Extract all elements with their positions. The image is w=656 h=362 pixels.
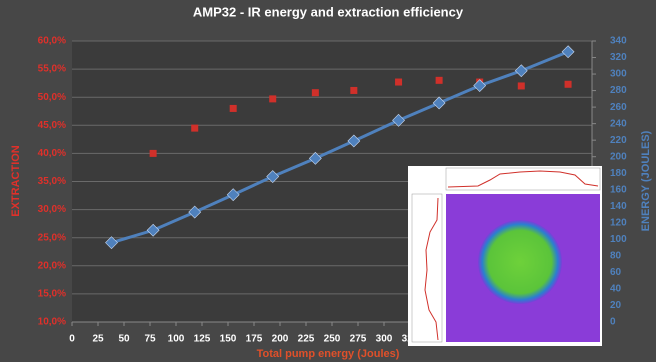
data-point xyxy=(350,87,357,94)
data-point xyxy=(230,105,237,112)
y2-tick-label: 340 xyxy=(610,36,627,47)
x-tick-label: 0 xyxy=(69,334,75,345)
y2-tick-label: 240 xyxy=(610,118,627,129)
data-point xyxy=(150,150,157,157)
x-tick-label: 175 xyxy=(246,334,263,345)
y-tick-label: 60,0% xyxy=(38,36,66,47)
data-point xyxy=(312,89,319,96)
y2-tick-label: 20 xyxy=(610,300,622,311)
x-tick-label: 200 xyxy=(272,334,289,345)
inset-beam xyxy=(478,220,562,304)
x-tick-label: 250 xyxy=(324,334,341,345)
chart-title: AMP32 - IR energy and extraction efficie… xyxy=(193,4,464,19)
y2-tick-label: 40 xyxy=(610,284,622,295)
y-axis-title: EXTRACTION xyxy=(10,145,22,217)
x-tick-label: 150 xyxy=(220,334,237,345)
y2-tick-label: 160 xyxy=(610,184,627,195)
y2-tick-label: 0 xyxy=(610,317,616,328)
data-point xyxy=(436,77,443,84)
x-tick-label: 275 xyxy=(350,334,367,345)
y2-tick-label: 200 xyxy=(610,151,627,162)
x-tick-label: 125 xyxy=(194,334,211,345)
y-tick-label: 25,0% xyxy=(38,232,66,243)
y2-tick-label: 280 xyxy=(610,85,627,96)
data-point xyxy=(518,82,525,89)
y2-tick-label: 300 xyxy=(610,69,627,80)
x-tick-label: 100 xyxy=(168,334,185,345)
y-tick-label: 40,0% xyxy=(38,148,66,159)
data-point xyxy=(395,79,402,86)
x-tick-label: 50 xyxy=(118,334,130,345)
y-tick-label: 55,0% xyxy=(38,64,66,75)
y-tick-label: 15,0% xyxy=(38,289,66,300)
y2-tick-label: 220 xyxy=(610,135,627,146)
y-tick-label: 45,0% xyxy=(38,120,66,131)
y2-tick-label: 60 xyxy=(610,267,622,278)
y2-tick-label: 80 xyxy=(610,251,622,262)
x-axis-title: Total pump energy (Joules) xyxy=(257,348,400,360)
x-tick-label: 300 xyxy=(376,334,393,345)
page: AMP32 - IR energy and extraction efficie… xyxy=(0,0,656,362)
y2-tick-label: 120 xyxy=(610,217,627,228)
y-tick-label: 20,0% xyxy=(38,260,66,271)
y-tick-label: 30,0% xyxy=(38,204,66,215)
y-tick-label: 10,0% xyxy=(38,317,66,328)
y2-axis-title: ENERGY (JOULES) xyxy=(640,130,652,231)
y-tick-label: 35,0% xyxy=(38,176,66,187)
x-tick-label: 75 xyxy=(144,334,156,345)
x-tick-label: 25 xyxy=(92,334,104,345)
x-tick-label: 225 xyxy=(298,334,315,345)
inset-beam-profile xyxy=(408,166,602,346)
data-point xyxy=(191,125,198,132)
y2-tick-label: 140 xyxy=(610,201,627,212)
data-point xyxy=(565,81,572,88)
y2-tick-label: 260 xyxy=(610,102,627,113)
chart: AMP32 - IR energy and extraction efficie… xyxy=(0,0,656,362)
y2-tick-label: 180 xyxy=(610,168,627,179)
data-point xyxy=(269,95,276,102)
y2-tick-label: 320 xyxy=(610,52,627,63)
y2-tick-label: 100 xyxy=(610,234,627,245)
y-tick-label: 50,0% xyxy=(38,92,66,103)
